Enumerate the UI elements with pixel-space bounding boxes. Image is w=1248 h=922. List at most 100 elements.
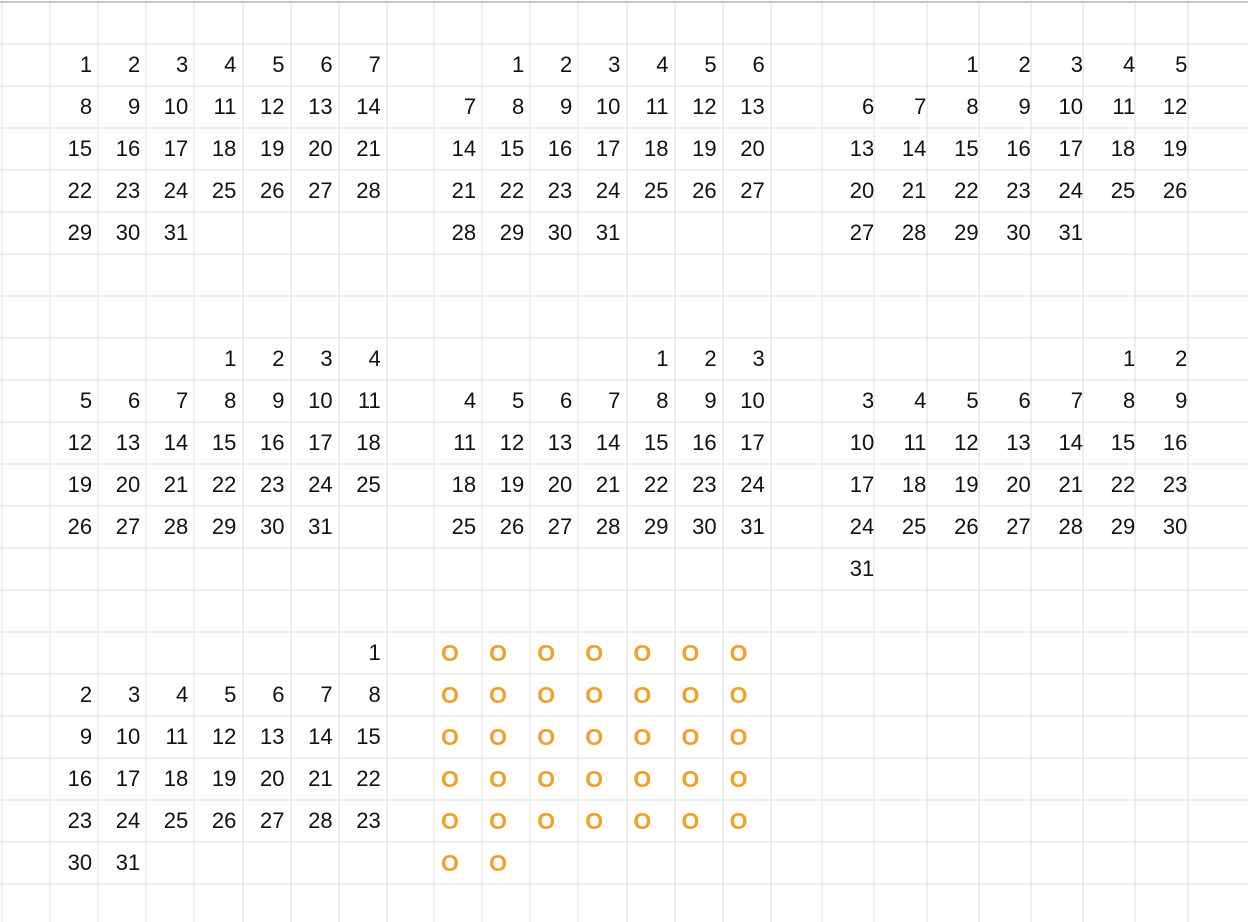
day-cell[interactable]: 12 <box>260 94 285 119</box>
day-cell[interactable]: 9 <box>1018 94 1031 119</box>
mark-cell[interactable]: O <box>729 724 748 750</box>
day-cell[interactable]: 28 <box>595 514 621 539</box>
mark-cell[interactable]: O <box>489 808 507 834</box>
day-cell[interactable]: 25 <box>901 514 927 539</box>
mark-cell[interactable]: O <box>585 766 604 792</box>
day-cell[interactable]: 2 <box>704 346 717 371</box>
day-cell[interactable]: 27 <box>1006 514 1031 539</box>
day-cell[interactable]: 13 <box>849 136 875 161</box>
day-cell[interactable]: 16 <box>1006 136 1031 161</box>
day-cell[interactable]: 6 <box>127 388 141 413</box>
day-cell[interactable]: 26 <box>211 808 237 833</box>
mark-cell[interactable]: O <box>633 640 652 666</box>
day-cell[interactable]: 30 <box>1006 220 1031 245</box>
mark-cell[interactable]: O <box>633 808 652 834</box>
day-cell[interactable]: 4 <box>1122 52 1136 77</box>
day-cell[interactable]: 4 <box>914 388 927 413</box>
day-cell[interactable]: 13 <box>260 724 285 749</box>
day-cell[interactable]: 21 <box>163 472 189 497</box>
day-cell[interactable]: 24 <box>308 472 333 497</box>
day-cell[interactable]: 23 <box>260 472 285 497</box>
day-cell[interactable]: 31 <box>163 220 189 245</box>
day-cell[interactable]: 21 <box>356 136 381 161</box>
day-cell[interactable]: 18 <box>451 472 477 497</box>
day-cell[interactable]: 30 <box>1162 514 1188 539</box>
day-cell[interactable]: 28 <box>901 220 927 245</box>
mark-cell[interactable]: O <box>441 850 459 876</box>
day-cell[interactable]: 3 <box>608 52 621 77</box>
day-cell[interactable]: 18 <box>644 136 669 161</box>
day-cell[interactable]: 24 <box>163 178 189 203</box>
day-cell[interactable]: 5 <box>1175 52 1188 77</box>
mark-cell[interactable]: O <box>441 640 459 666</box>
mark-cell[interactable]: O <box>489 682 507 708</box>
day-cell[interactable]: 24 <box>115 808 141 833</box>
day-cell[interactable]: 8 <box>966 94 979 119</box>
day-cell[interactable]: 9 <box>272 388 285 413</box>
day-cell[interactable]: 24 <box>1058 178 1083 203</box>
day-cell[interactable]: 5 <box>272 52 285 77</box>
day-cell[interactable]: 5 <box>79 388 93 413</box>
day-cell[interactable]: 4 <box>463 388 477 413</box>
day-cell[interactable]: 10 <box>595 94 621 119</box>
day-cell[interactable]: 19 <box>1162 136 1188 161</box>
day-cell[interactable]: 23 <box>67 808 93 833</box>
day-cell[interactable]: 8 <box>656 388 669 413</box>
day-cell[interactable]: 17 <box>595 136 621 161</box>
day-cell[interactable]: 2 <box>79 682 93 707</box>
day-cell[interactable]: 21 <box>451 178 477 203</box>
day-cell[interactable]: 3 <box>127 682 141 707</box>
mark-cell[interactable]: O <box>729 808 748 834</box>
day-cell[interactable]: 12 <box>954 430 979 455</box>
day-cell[interactable]: 27 <box>740 178 765 203</box>
day-cell[interactable]: 16 <box>67 766 93 791</box>
mark-cell[interactable]: O <box>681 808 700 834</box>
day-cell[interactable]: 22 <box>1110 472 1136 497</box>
day-cell[interactable]: 7 <box>1070 388 1083 413</box>
day-cell[interactable]: 24 <box>849 514 875 539</box>
day-cell[interactable]: 26 <box>260 178 285 203</box>
day-cell[interactable]: 11 <box>165 724 189 749</box>
day-cell[interactable]: 29 <box>499 220 525 245</box>
day-cell[interactable]: 26 <box>67 514 93 539</box>
day-cell[interactable]: 3 <box>176 52 189 77</box>
mark-cell[interactable]: O <box>633 724 652 750</box>
day-cell[interactable]: 31 <box>595 220 621 245</box>
day-cell[interactable]: 15 <box>211 430 237 455</box>
day-cell[interactable]: 7 <box>463 94 477 119</box>
day-cell[interactable]: 8 <box>368 682 381 707</box>
day-cell[interactable]: 26 <box>1162 178 1188 203</box>
day-cell[interactable]: 27 <box>849 220 875 245</box>
day-cell[interactable]: 4 <box>176 682 189 707</box>
day-cell[interactable]: 15 <box>356 724 381 749</box>
day-cell[interactable]: 25 <box>1110 178 1136 203</box>
mark-cell[interactable]: O <box>537 640 556 666</box>
day-cell[interactable]: 25 <box>644 178 669 203</box>
day-cell[interactable]: 17 <box>740 430 765 455</box>
day-cell[interactable]: 15 <box>1110 430 1136 455</box>
day-cell[interactable]: 14 <box>1058 430 1083 455</box>
day-cell[interactable]: 23 <box>692 472 717 497</box>
day-cell[interactable]: 23 <box>547 178 573 203</box>
day-cell[interactable]: 5 <box>224 682 237 707</box>
day-cell[interactable]: 13 <box>547 430 573 455</box>
day-cell[interactable]: 4 <box>656 52 669 77</box>
day-cell[interactable]: 5 <box>966 388 979 413</box>
day-cell[interactable]: 1 <box>511 52 525 77</box>
day-cell[interactable]: 9 <box>560 94 573 119</box>
day-cell[interactable]: 22 <box>954 178 979 203</box>
mark-cell[interactable]: O <box>537 766 556 792</box>
mark-cell[interactable]: O <box>537 808 556 834</box>
day-cell[interactable]: 25 <box>356 472 381 497</box>
day-cell[interactable]: 31 <box>1058 220 1083 245</box>
day-cell[interactable]: 24 <box>740 472 765 497</box>
mark-cell[interactable]: O <box>729 766 748 792</box>
day-cell[interactable]: 16 <box>115 136 141 161</box>
day-cell[interactable]: 11 <box>357 388 381 413</box>
day-cell[interactable]: 17 <box>308 430 333 455</box>
day-cell[interactable]: 5 <box>704 52 717 77</box>
day-cell[interactable]: 28 <box>163 514 189 539</box>
day-cell[interactable]: 26 <box>954 514 979 539</box>
day-cell[interactable]: 16 <box>260 430 285 455</box>
day-cell[interactable]: 4 <box>368 346 381 371</box>
